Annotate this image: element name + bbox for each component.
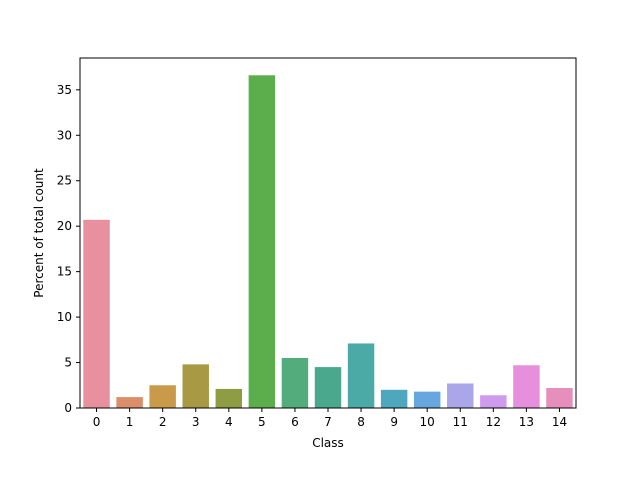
y-tick-label: 0 (64, 401, 72, 415)
bar-class-12 (480, 395, 507, 408)
y-tick-label: 35 (57, 83, 72, 97)
bar-class-8 (347, 343, 375, 408)
x-tick-label: 10 (420, 415, 435, 429)
plot-frame (79, 57, 577, 409)
bar-class-2 (149, 385, 176, 408)
x-tick-label: 0 (93, 415, 101, 429)
y-tick-label: 10 (57, 310, 72, 324)
x-tick-label: 3 (192, 415, 200, 429)
y-tick-label: 5 (64, 356, 72, 370)
x-tick-label: 11 (453, 415, 468, 429)
x-axis: 0 1 2 3 4 5 6 7 8 9 10 11 12 13 14 (93, 408, 567, 429)
bar-class-3 (182, 364, 209, 408)
bar-class-11 (447, 383, 474, 408)
bar-class-10 (413, 391, 441, 408)
y-tick-label: 30 (57, 128, 72, 142)
x-tick-label: 4 (225, 415, 233, 429)
bar-class-6 (281, 358, 309, 408)
x-tick-label: 6 (291, 415, 299, 429)
x-axis-label: Class (312, 436, 344, 450)
x-tick-label: 1 (126, 415, 134, 429)
bars (83, 75, 573, 408)
bar-class-9 (380, 389, 408, 408)
y-axis-label: Percent of total count (32, 168, 46, 298)
bar-class-0 (83, 219, 110, 408)
x-tick-label: 12 (486, 415, 501, 429)
x-tick-label: 13 (519, 415, 534, 429)
bar-class-7 (314, 367, 342, 408)
x-tick-label: 8 (357, 415, 365, 429)
bar-class-4 (215, 388, 243, 408)
bar-class-5 (248, 75, 276, 408)
bar-class-14 (546, 388, 573, 408)
bar-class-1 (116, 397, 143, 408)
x-tick-label: 9 (390, 415, 398, 429)
y-tick-label: 15 (57, 265, 72, 279)
x-tick-label: 2 (159, 415, 167, 429)
x-tick-label: 5 (258, 415, 266, 429)
x-tick-label: 7 (324, 415, 332, 429)
y-tick-label: 20 (57, 219, 72, 233)
y-axis: 0 5 10 15 20 25 30 35 (57, 83, 80, 415)
x-tick-label: 14 (552, 415, 567, 429)
bar-class-13 (513, 365, 540, 408)
y-tick-label: 25 (57, 174, 72, 188)
